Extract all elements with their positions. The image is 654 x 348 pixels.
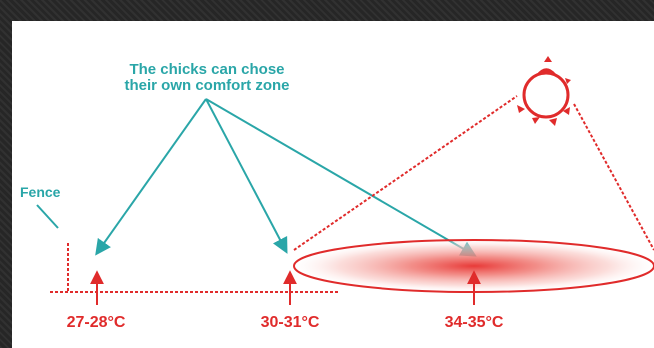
- zone-2-temperature: 30-31°C: [261, 314, 320, 331]
- caption-line-2: their own comfort zone: [125, 77, 290, 94]
- heat-beam-left: [293, 95, 518, 251]
- fence-pointer: [36, 204, 59, 229]
- zone-3-temperature: 34-35°C: [445, 314, 504, 331]
- heat-lamp-icon: [517, 56, 571, 126]
- arrow-to-zone-3: [205, 98, 477, 257]
- zone-1-temperature: 27-28°C: [67, 314, 126, 331]
- heat-beam-right: [573, 103, 654, 251]
- arrow-to-zone-2: [205, 98, 288, 254]
- caption-line-1: The chicks can chose: [129, 61, 284, 78]
- arrow-to-zone-1: [95, 98, 207, 256]
- fence-label: Fence: [20, 184, 61, 200]
